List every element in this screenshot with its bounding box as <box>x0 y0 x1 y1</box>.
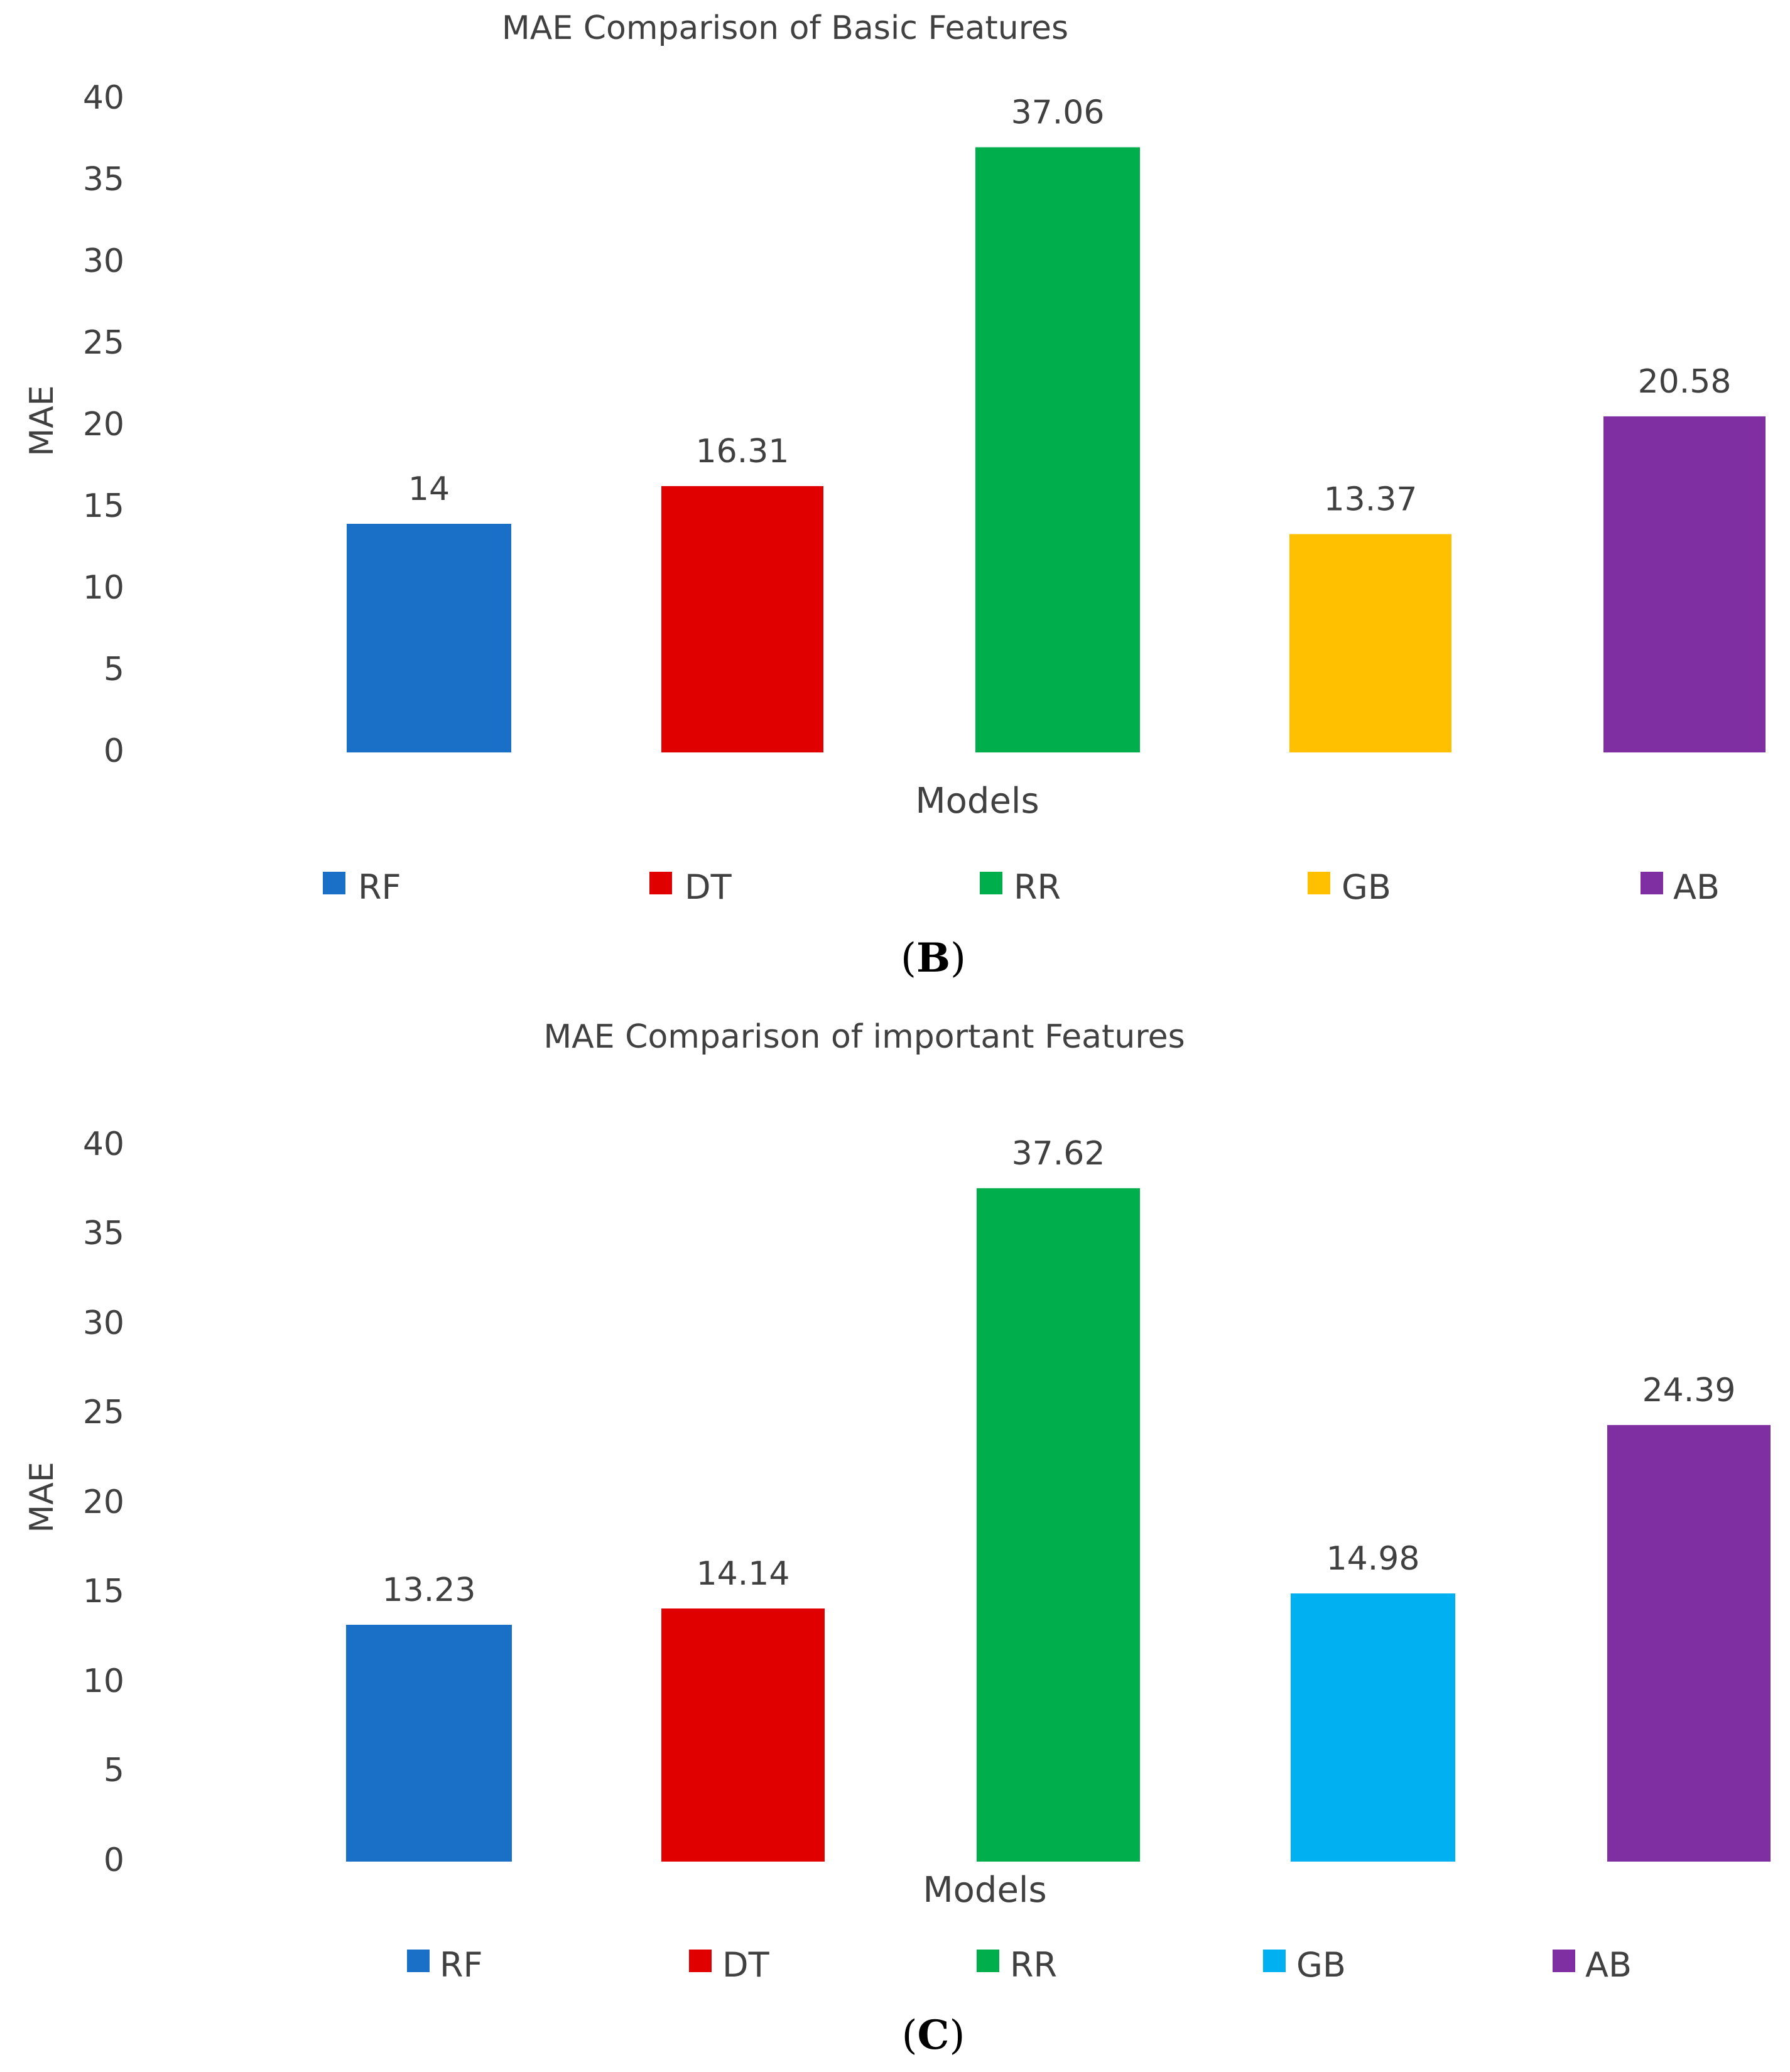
chart-b-panel-label: (B) <box>901 935 966 982</box>
chart-b-data-label-ab: 20.58 <box>1638 363 1732 401</box>
chart-c-panel-letter: C <box>918 2012 950 2059</box>
chart-c-ytick: 20 <box>83 1483 124 1521</box>
chart-c-ytick: 15 <box>83 1573 124 1610</box>
chart-c-y-axis-label: MAE <box>23 1462 61 1532</box>
chart-b-bars <box>347 147 1766 752</box>
chart-b-title: MAE Comparison of Basic Features <box>502 9 1068 47</box>
chart-b-legend-label-dt: DT <box>685 867 732 907</box>
chart-c-ytick: 10 <box>83 1662 124 1700</box>
chart-c-legend-label-rf: RF <box>440 1945 483 1985</box>
chart-c-legend-swatch-rf <box>407 1950 430 1972</box>
chart-c-ytick: 30 <box>83 1304 124 1342</box>
chart-b-bar-rf <box>347 524 511 752</box>
chart-c-legend-label-gb: GB <box>1296 1945 1346 1985</box>
chart-c-bars <box>346 1188 1771 1862</box>
chart-c-legend-swatch-rr <box>977 1950 999 1972</box>
chart-c-x-axis-label: Models <box>923 1870 1046 1911</box>
chart-b-ytick: 35 <box>83 161 124 198</box>
chart-b-y-axis: 0 5 10 15 20 25 30 35 40 <box>83 79 124 770</box>
chart-b-data-label-rr: 37.06 <box>1011 94 1105 131</box>
chart-b-legend-label-gb: GB <box>1342 867 1391 907</box>
chart-b-ytick: 20 <box>83 406 124 443</box>
chart-c-legend: RF DT RR GB AB <box>407 1945 1632 1985</box>
chart-b-data-label-dt: 16.31 <box>696 433 789 470</box>
chart-b-bar-rr <box>975 147 1140 752</box>
chart-b-bar-dt <box>661 485 823 752</box>
chart-b-legend: RF DT RR GB AB <box>323 867 1720 907</box>
chart-b-panel-letter: B <box>916 935 950 982</box>
chart-b-legend-swatch-gb <box>1308 872 1330 894</box>
chart-b-legend-label-rr: RR <box>1014 867 1061 907</box>
chart-b-ytick: 15 <box>83 487 124 525</box>
chart-c-ytick: 0 <box>104 1841 124 1879</box>
chart-c-data-label-rf: 13.23 <box>382 1571 476 1609</box>
chart-b-panel-close: ) <box>950 935 966 982</box>
chart-c-bar-gb <box>1291 1593 1455 1862</box>
chart-b-ytick: 5 <box>104 651 124 688</box>
chart-b-data-label-rf: 14 <box>408 470 450 508</box>
chart-b-legend-swatch-ab <box>1641 872 1663 894</box>
chart-c-data-label-ab: 24.39 <box>1642 1372 1736 1409</box>
chart-b-legend-swatch-dt <box>649 872 672 894</box>
chart-b-ytick: 25 <box>83 324 124 362</box>
chart-b-data-label-gb: 13.37 <box>1324 480 1418 518</box>
chart-c-bar-rf <box>346 1624 512 1862</box>
chart-b-ytick: 30 <box>83 242 124 280</box>
chart-b-ytick: 10 <box>83 569 124 607</box>
chart-c: MAE Comparison of important Features 0 5… <box>23 1018 1771 2059</box>
chart-c-bar-rr <box>977 1188 1140 1862</box>
chart-b-bar-gb <box>1289 534 1451 752</box>
chart-b-y-axis-label: MAE <box>23 385 61 456</box>
chart-c-ytick: 40 <box>83 1125 124 1163</box>
chart-b-legend-label-rf: RF <box>358 867 401 907</box>
chart-c-title: MAE Comparison of important Features <box>543 1018 1185 1056</box>
chart-c-legend-swatch-dt <box>689 1950 712 1972</box>
chart-c-bar-ab <box>1607 1424 1771 1862</box>
chart-c-data-label-gb: 14.98 <box>1326 1540 1420 1578</box>
chart-c-data-label-rr: 37.62 <box>1012 1135 1105 1173</box>
chart-b-x-axis-label: Models <box>915 781 1039 822</box>
chart-c-ytick: 35 <box>83 1215 124 1252</box>
chart-b-bar-ab <box>1603 416 1766 752</box>
chart-c-legend-label-rr: RR <box>1010 1945 1057 1985</box>
chart-b-legend-label-ab: AB <box>1673 867 1720 907</box>
chart-c-legend-label-dt: DT <box>722 1945 770 1985</box>
chart-c-ytick: 5 <box>104 1752 124 1789</box>
chart-c-y-axis: 0 5 10 15 20 25 30 35 40 <box>83 1125 124 1879</box>
chart-c-panel-label: (C) <box>902 2012 965 2059</box>
chart-b-ytick: 0 <box>104 732 124 770</box>
chart-c-legend-swatch-gb <box>1263 1950 1286 1972</box>
chart-c-data-label-dt: 14.14 <box>697 1555 790 1593</box>
chart-c-legend-swatch-ab <box>1553 1950 1575 1972</box>
chart-b-ytick: 40 <box>83 79 124 117</box>
chart-c-panel-close: ) <box>949 2012 965 2059</box>
chart-b: MAE Comparison of Basic Features 0 5 10 … <box>23 9 1766 982</box>
chart-c-bar-dt <box>661 1608 825 1862</box>
chart-b-legend-swatch-rr <box>980 872 1002 894</box>
chart-c-legend-label-ab: AB <box>1585 1945 1632 1985</box>
chart-c-panel-open: ( <box>902 2012 918 2059</box>
chart-b-legend-swatch-rf <box>323 872 345 894</box>
chart-c-data-labels: 13.23 14.14 37.62 14.98 24.39 <box>382 1135 1736 1609</box>
chart-c-ytick: 25 <box>83 1394 124 1431</box>
chart-b-data-labels: 14 16.31 37.06 13.37 20.58 <box>408 94 1732 518</box>
chart-b-panel-open: ( <box>901 935 916 982</box>
